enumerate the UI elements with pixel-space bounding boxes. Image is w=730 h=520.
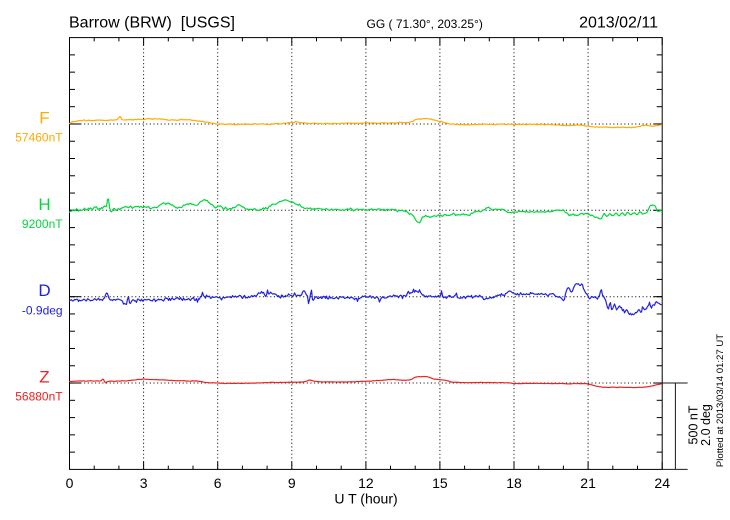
svg-text:GG ( 71.30°, 203.25°): GG ( 71.30°, 203.25°) — [367, 17, 483, 31]
svg-text:2013/02/11: 2013/02/11 — [579, 15, 658, 32]
svg-text:H: H — [38, 195, 50, 214]
svg-text:18: 18 — [506, 475, 522, 491]
svg-text:500 nT: 500 nT — [687, 405, 701, 444]
svg-text:6: 6 — [214, 475, 222, 491]
svg-text:57460nT: 57460nT — [15, 131, 63, 145]
svg-text:9200nT: 9200nT — [22, 217, 63, 231]
svg-text:56880nT: 56880nT — [15, 390, 63, 404]
svg-text:D: D — [38, 281, 50, 300]
svg-text:U T (hour): U T (hour) — [334, 491, 397, 507]
svg-text:12: 12 — [358, 475, 374, 491]
svg-text:Plotted at 2013/03/14 01:27 UT: Plotted at 2013/03/14 01:27 UT — [715, 334, 726, 467]
svg-text:21: 21 — [580, 475, 596, 491]
svg-text:3: 3 — [140, 475, 148, 491]
svg-text:9: 9 — [288, 475, 296, 491]
svg-text:-0.9deg: -0.9deg — [22, 303, 63, 317]
svg-text:Z: Z — [39, 368, 49, 387]
svg-text:2.0 deg: 2.0 deg — [699, 404, 713, 446]
svg-text:Barrow (BRW) [USGS]: Barrow (BRW) [USGS] — [69, 15, 235, 32]
svg-text:0: 0 — [66, 475, 74, 491]
svg-text:15: 15 — [432, 475, 448, 491]
svg-text:F: F — [39, 109, 49, 128]
svg-text:24: 24 — [654, 475, 670, 491]
